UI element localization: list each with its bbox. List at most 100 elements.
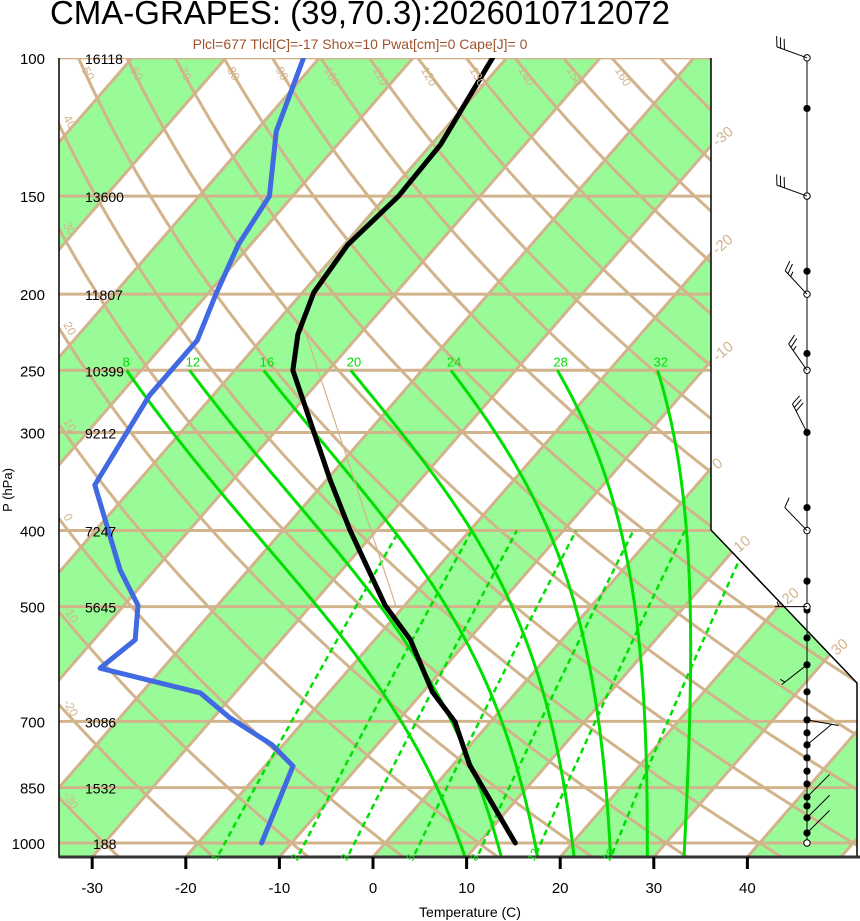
height-label: 10399 [85,363,124,379]
wind-barb [792,395,808,433]
isotherm-line [59,58,227,857]
plot-frame [58,58,860,869]
wind-level-dot [803,577,811,585]
moist-adiabat-line [556,369,649,857]
moist-adiabat-line [656,369,693,857]
mixing-ratio-label: 1 [209,852,222,863]
mixing-ratio-line [607,529,754,857]
pressure-label: 250 [20,363,45,380]
pressure-label: 150 [20,189,45,206]
x-tick-label: 30 [645,880,662,897]
wind-level-dot [803,504,811,512]
moist-adiabat-label: 24 [447,354,461,369]
pressure-label: 400 [20,524,45,541]
wind-level-dot [803,754,811,762]
isotherm-label: -30 [709,123,737,150]
wind-level-dot [803,267,811,275]
pressure-label: 300 [20,425,45,442]
dry-adiabat-label: -20 [60,697,81,719]
height-label: 13600 [85,189,124,205]
y-axis-label: P (hPa) [0,468,15,512]
temperature-line [290,58,518,846]
dry-adiabat-line [59,58,603,857]
mixing-ratio-label: 8 [468,852,481,863]
mixing-ratio-line [531,529,687,857]
pressure-label: 850 [20,781,45,798]
height-label: 1532 [85,781,116,797]
moist-adiabat-label: 20 [347,354,361,369]
dry-adiabat-line [319,58,857,857]
dry-adiabat-line [59,58,222,857]
isotherm-line [59,58,321,857]
wind-level-dot [803,780,811,788]
moist-adiabat-line [449,369,613,857]
mixing-ratio-line [293,529,473,857]
dry-adiabat-label: 40 [60,112,79,131]
dry-adiabat-label: 30 [60,219,79,238]
mixing-ratio-label: 20 [602,847,618,863]
dry-adiabat-line [173,58,857,857]
dry-adiabat-line [270,58,857,857]
isotherm-line [59,58,415,857]
mixing-ratio-line [409,529,578,857]
height-label: 16118 [85,51,123,67]
dry-adiabat-label: 80 [224,64,243,83]
isotherm-line [59,58,695,857]
dry-adiabat-label: 160 [612,64,634,89]
isotherm-line [59,58,508,857]
wind-level-dot [803,349,811,358]
mixing-ratio-label: 2 [289,852,302,863]
isotherm-line [652,58,857,857]
height-label: 5645 [85,600,116,616]
wind-barb [784,497,808,531]
isotherm-line [91,58,789,857]
wind-barb-column [775,36,839,847]
isotherm-line [559,58,857,857]
x-tick-label: -20 [175,880,197,897]
wind-barb [779,664,808,685]
pressure-label: 700 [20,714,45,731]
chart-subtitle: Plcl=677 Tlcl[C]=-17 Shox=10 Pwat[cm]=0 … [192,36,528,52]
dry-adiabat-line [59,58,317,857]
isotherm-band [59,58,413,857]
x-tick-label: 0 [369,880,377,897]
wind-level-dot [803,767,811,775]
wind-level-dot [803,802,811,810]
wind-barb [806,719,839,726]
dry-adiabat-line [367,58,857,857]
x-tick-label: 10 [458,880,475,897]
chart-title: CMA-GRAPES: (39,70.3):2026010712072 [49,0,671,31]
height-label: 11807 [85,287,123,303]
mixing-ratio-label: 12 [526,847,542,863]
isotherm-band [747,58,857,857]
x-axis-label: Temperature (C) [419,904,521,920]
dry-adiabat-line [0,58,30,863]
wind-barb [776,174,808,197]
moist-adiabat-line [125,369,469,857]
height-label: 9212 [85,425,116,441]
wind-barb [806,809,830,834]
moist-adiabat-label: 28 [553,354,567,369]
x-tick-label: 40 [739,880,756,897]
x-tick-label: -30 [81,880,103,897]
isotherm-band [560,58,857,857]
isotherm-label: -20 [709,231,737,258]
isotherm-line [59,58,602,857]
dry-adiabat-line [59,58,412,857]
plot-border [58,58,858,858]
moist-adiabat-line [262,369,541,857]
pressure-label: 1000 [12,836,45,853]
dry-adiabat-line [59,58,507,857]
isotherm-line [746,58,857,857]
moist-adiabat-label: 16 [260,354,274,369]
dry-adiabat-label: 60 [127,64,146,83]
pressure-label: 500 [20,600,45,617]
height-label: 3086 [85,714,116,730]
moist-adiabat-label: 12 [186,354,200,369]
dry-adiabat-label: 70 [176,64,195,83]
data-curves [92,58,754,857]
isotherm-band [59,58,601,857]
dry-adiabat-label: 50 [79,64,98,83]
parcel-line [304,329,397,608]
